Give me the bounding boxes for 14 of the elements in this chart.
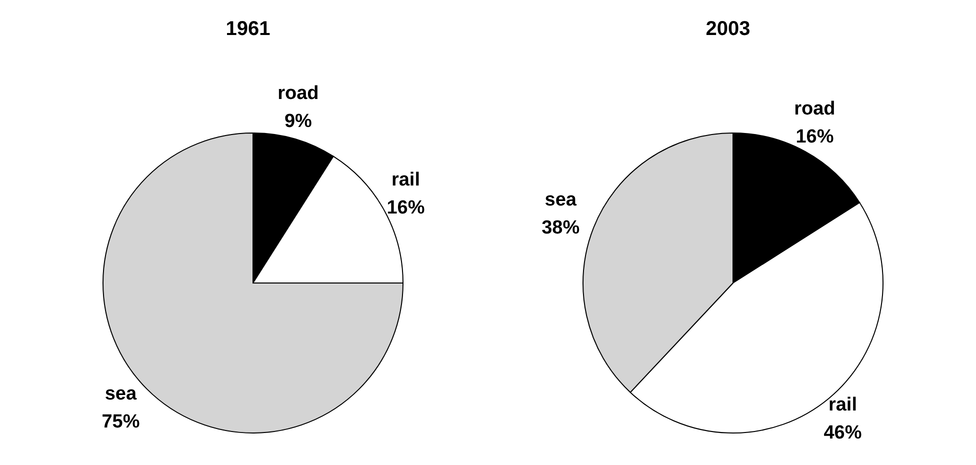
data-label: 16% — [386, 197, 425, 218]
data-label: 16% — [796, 126, 834, 148]
data-label: 75% — [102, 411, 140, 432]
slice-label: road — [794, 98, 836, 120]
chart-title: 1961 — [224, 18, 272, 41]
data-label: 38% — [542, 218, 580, 239]
slice-label: road — [278, 83, 319, 104]
slice-label: sea — [544, 190, 577, 211]
data-label: 9% — [284, 111, 312, 132]
slice-label: sea — [104, 383, 138, 404]
slice-label: rail — [828, 394, 857, 416]
data-label: 46% — [824, 422, 862, 444]
slice-label: rail — [391, 169, 420, 190]
chart-title: 2003 — [704, 18, 752, 41]
